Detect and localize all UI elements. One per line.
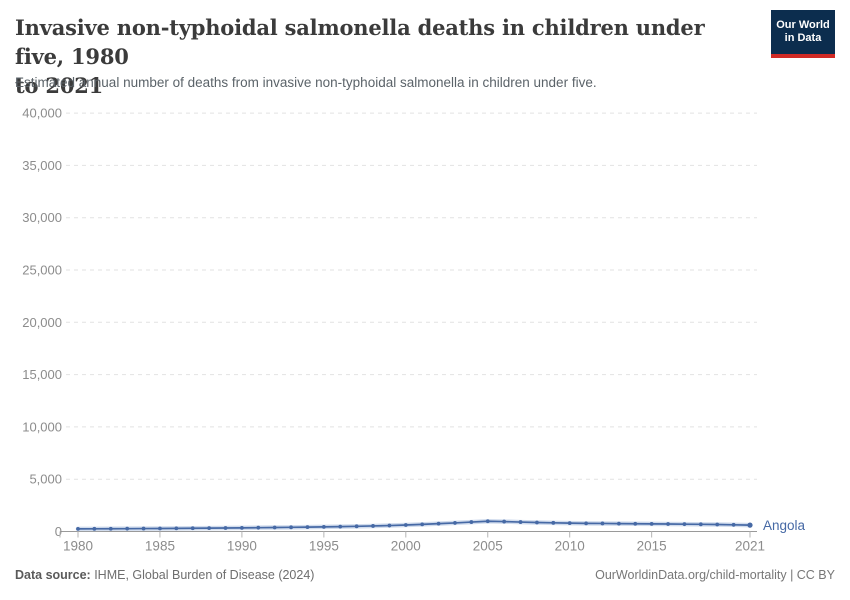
owid-logo: Our World in Data xyxy=(771,10,835,58)
y-tick-label: 35,000 xyxy=(22,158,62,173)
data-point xyxy=(682,522,687,527)
data-point xyxy=(649,521,654,526)
x-tick-label: 2015 xyxy=(637,539,667,554)
data-point xyxy=(731,522,736,527)
data-point xyxy=(567,521,572,526)
y-tick-label: 5,000 xyxy=(29,472,62,487)
series-label-angola: Angola xyxy=(763,518,806,533)
data-point xyxy=(666,522,670,526)
x-tick-label: 2005 xyxy=(473,539,503,554)
data-point xyxy=(141,526,146,531)
data-point xyxy=(551,520,556,525)
data-point xyxy=(174,526,179,531)
data-source-label: Data source: xyxy=(15,568,91,582)
data-point xyxy=(223,526,228,530)
data-point xyxy=(158,526,162,531)
y-tick-label: 25,000 xyxy=(22,263,62,278)
data-point xyxy=(108,526,113,531)
owid-logo-line1: Our World xyxy=(776,19,830,31)
x-tick-label: 1990 xyxy=(227,539,257,554)
data-point xyxy=(485,519,490,524)
chart-title: Invasive non-typhoidal salmonella deaths… xyxy=(15,13,755,100)
x-tick-label: 2010 xyxy=(555,539,585,554)
data-point xyxy=(616,521,621,526)
y-gridlines xyxy=(60,112,757,532)
x-tick-label: 1980 xyxy=(63,539,93,554)
data-point xyxy=(92,526,97,531)
data-point xyxy=(698,522,703,527)
data-point xyxy=(436,521,441,526)
data-point xyxy=(371,524,375,528)
y-axis-labels: 0 5,000 10,000 15,000 20,000 25,000 30,000 35,0… xyxy=(22,106,62,539)
data-point xyxy=(256,525,261,530)
data-source-text: Data source: IHME, Global Burden of Dise… xyxy=(15,568,314,582)
data-point xyxy=(76,526,80,531)
data-point xyxy=(715,522,720,527)
owid-logo-line2: in Data xyxy=(784,32,822,44)
x-tick-label: 2021 xyxy=(735,539,765,554)
chart-footer: Data source: IHME, Global Burden of Dise… xyxy=(15,568,835,582)
data-point xyxy=(584,521,588,526)
data-point xyxy=(272,525,277,530)
data-point xyxy=(453,521,457,525)
y-tick-label: 15,000 xyxy=(22,367,62,382)
data-point xyxy=(338,524,343,529)
data-point xyxy=(240,525,244,530)
chart-subtitle: Estimated annual number of deaths from i… xyxy=(15,75,597,90)
data-point xyxy=(207,526,212,531)
y-tick-label: 10,000 xyxy=(22,419,62,434)
data-point xyxy=(502,519,507,524)
data-point xyxy=(469,520,474,524)
x-tick-label: 1995 xyxy=(309,539,339,554)
data-point xyxy=(354,524,359,529)
data-point xyxy=(321,524,326,529)
chart-title-line2: to 2021 xyxy=(15,73,104,98)
data-source-value: IHME, Global Burden of Disease (2024) xyxy=(90,568,315,582)
y-tick-label: 40,000 xyxy=(22,106,62,121)
x-axis-ticks: 1980 1985 1990 1995 2000 2005 2010 2015 2021 xyxy=(59,531,765,554)
y-tick-label: 0 xyxy=(55,524,62,539)
data-point xyxy=(600,521,605,526)
data-point xyxy=(190,526,195,531)
data-point xyxy=(305,525,310,530)
data-point xyxy=(289,525,293,530)
data-point xyxy=(747,522,753,528)
y-tick-label: 30,000 xyxy=(22,210,62,225)
data-point xyxy=(387,523,392,528)
data-point xyxy=(420,522,425,527)
credit-link[interactable]: OurWorldinData.org/child-mortality | CC … xyxy=(595,568,835,582)
x-tick-label: 1985 xyxy=(145,539,175,554)
data-point xyxy=(633,521,638,526)
data-point xyxy=(535,520,539,525)
data-point xyxy=(403,523,408,527)
y-tick-label: 20,000 xyxy=(22,315,62,330)
series-markers xyxy=(76,519,753,531)
data-point xyxy=(125,526,130,531)
x-tick-label: 2000 xyxy=(391,539,421,554)
chart-title-line1: Invasive non-typhoidal salmonella deaths… xyxy=(15,15,705,69)
data-point xyxy=(518,520,523,524)
series-line xyxy=(77,520,751,530)
